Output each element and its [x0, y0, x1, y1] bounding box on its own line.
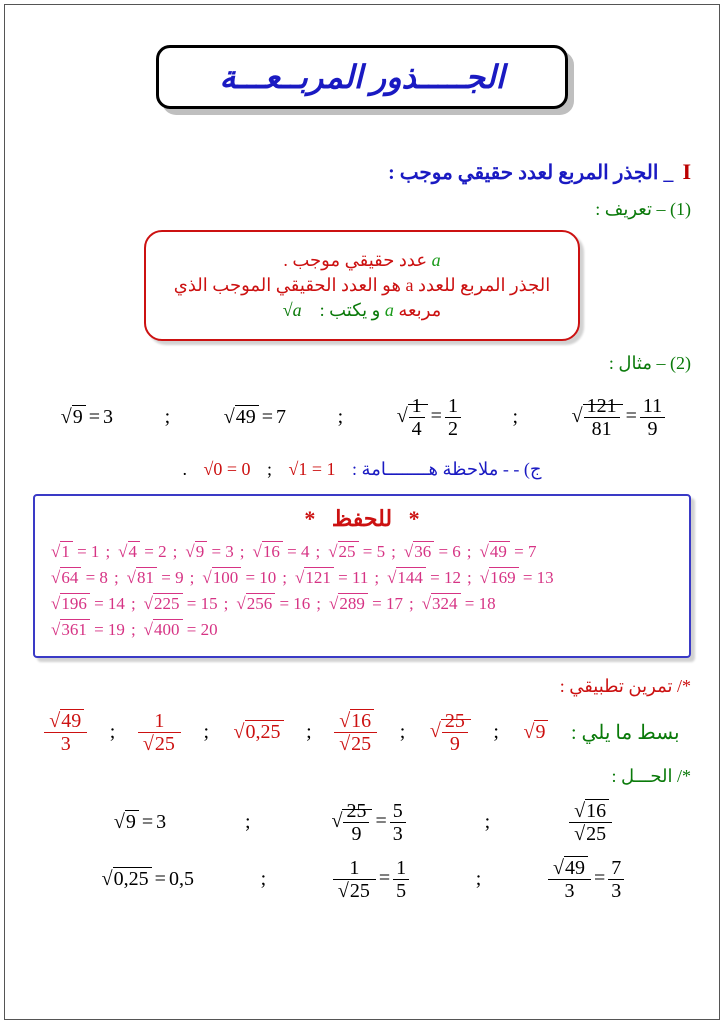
examples-row: 9=3;49=7;14=12;12181=119: [33, 396, 691, 439]
solution-item: 0,25=0,5: [100, 868, 194, 891]
memo-line: 361 = 19;400 = 20: [49, 620, 675, 640]
title-text: الجـــــذور المربــعـــة: [219, 59, 504, 95]
def-writes: و يكتب :: [320, 300, 381, 320]
exercise-item: 125: [138, 711, 181, 754]
page: الجـــــذور المربــعـــة I _ الجذر المرب…: [4, 4, 720, 1020]
example-item: 14=12: [395, 396, 461, 439]
example-item: 9=3: [59, 406, 113, 429]
note-eq2: √0 = 0: [203, 459, 250, 480]
section-roman: I: [682, 159, 691, 184]
memo-line: 1 = 1;4 = 2;9 = 3;16 = 4;25 = 5;36 = 6;4…: [49, 542, 675, 562]
def-line-2: الجذر المربع للعدد a هو العدد الحقيقي ال…: [174, 275, 550, 296]
memo-title: * للحفظ *: [49, 506, 675, 532]
solution-item: 493=73: [548, 858, 624, 901]
solution-item: 259=53: [330, 801, 406, 844]
solution-heading: */ الحـــل :: [33, 766, 691, 787]
exercise-item: 9: [521, 721, 548, 744]
solution-item: 1625: [569, 801, 612, 844]
def-line3-pre: مربعه: [398, 300, 441, 320]
definition-box: a عدد حقيقي موجب . الجذر المربع للعدد a …: [144, 230, 580, 341]
def-line-1: a عدد حقيقي موجب .: [174, 250, 550, 271]
example-item: 12181=119: [570, 396, 666, 439]
subheading-example: (2) – مثال :: [33, 353, 691, 374]
memo-line: 64 = 8;81 = 9;100 = 10;121 = 11;144 = 12…: [49, 568, 675, 588]
exercise-label: بسط ما يلي :: [571, 720, 680, 745]
def-line-3: مربعه a و يكتب : √a: [174, 300, 550, 321]
memo-box: * للحفظ * 1 = 1;4 = 2;9 = 3;16 = 4;25 = …: [33, 494, 691, 658]
title-box: الجـــــذور المربــعـــة: [156, 45, 567, 109]
solution-item: 125=15: [333, 858, 409, 901]
solution-row: 0,25=0,5;125=15;493=73: [33, 858, 691, 901]
note-label: ج) - - ملاحظة هــــــــامة :: [352, 459, 541, 479]
exercise-row: 493;125;0,25;1625;259;9بسط ما يلي :: [33, 711, 691, 754]
note-row: ج) - - ملاحظة هــــــــامة : √1 = 1 ; √0…: [33, 459, 691, 480]
def-var-a: a: [432, 250, 441, 270]
exercise-item: 0,25: [232, 721, 284, 744]
note-eq1: √1 = 1: [289, 459, 336, 480]
subheading-definition: (1) – تعريف :: [33, 199, 691, 220]
memo-rows: 1 = 1;4 = 2;9 = 3;16 = 4;25 = 5;36 = 6;4…: [49, 542, 675, 640]
exercise-item: 1625: [334, 711, 377, 754]
star-icon: *: [304, 506, 315, 531]
star-icon: *: [409, 506, 420, 531]
exercise-heading: */ تمرين تطبيقي :: [33, 676, 691, 697]
solution-rows: 9=3;259=53;1625 0,25=0,5;125=15;493=73: [33, 801, 691, 901]
solution-row: 9=3;259=53;1625: [33, 801, 691, 844]
memo-title-text: للحفظ: [332, 506, 392, 531]
section-heading: I _ الجذر المربع لعدد حقيقي موجب :: [33, 159, 691, 185]
exercise-item: 493: [44, 711, 87, 754]
title-banner: الجـــــذور المربــعـــة: [33, 45, 691, 109]
section-text: _ الجذر المربع لعدد حقيقي موجب :: [388, 162, 673, 184]
exercise-item: 259: [428, 711, 471, 754]
example-item: 49=7: [222, 406, 286, 429]
def-sqrt-a: √a: [283, 300, 302, 320]
def-line3-var: a: [385, 300, 394, 320]
memo-line: 196 = 14;225 = 15;256 = 16;289 = 17;324 …: [49, 594, 675, 614]
definition-box-wrap: a عدد حقيقي موجب . الجذر المربع للعدد a …: [33, 230, 691, 341]
solution-item: 9=3: [112, 811, 166, 834]
def-line1-text: عدد حقيقي موجب .: [283, 250, 427, 270]
